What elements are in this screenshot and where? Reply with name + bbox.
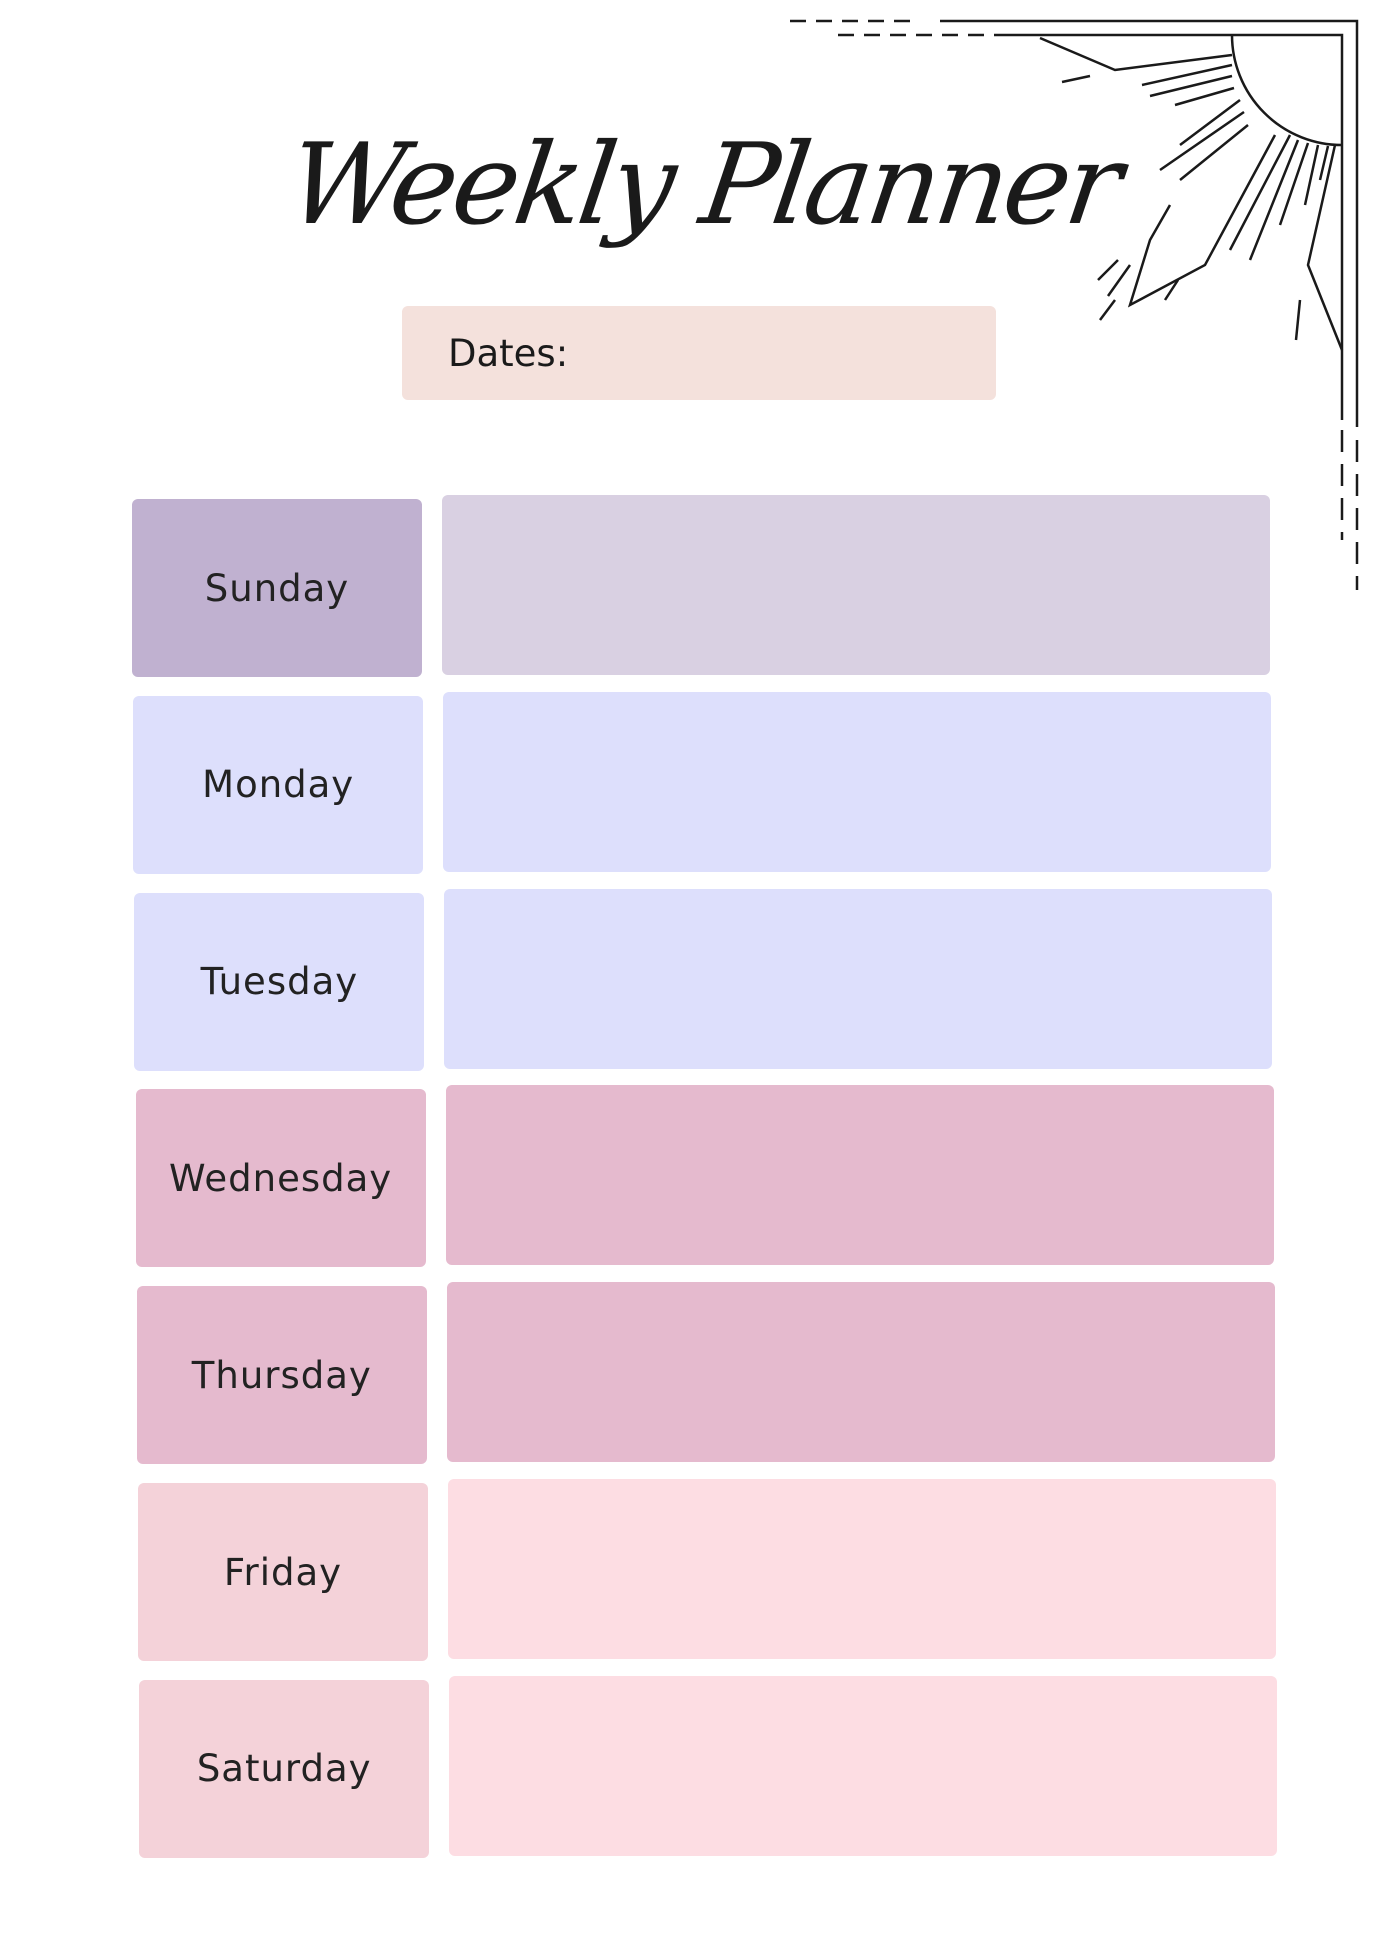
day-row-tuesday: Tuesday	[134, 888, 1274, 1071]
day-notes-box[interactable]	[444, 888, 1273, 1069]
day-row-monday: Monday	[133, 691, 1273, 874]
day-label: Saturday	[139, 1679, 430, 1858]
day-label: Thursday	[136, 1286, 427, 1465]
day-notes-box[interactable]	[443, 691, 1272, 872]
sun-corner-decoration	[790, 19, 1359, 590]
day-row-sunday: Sunday	[132, 495, 1272, 677]
day-label: Sunday	[132, 499, 422, 677]
day-row-thursday: Thursday	[136, 1282, 1277, 1465]
day-notes-box[interactable]	[442, 495, 1270, 675]
dates-field[interactable]: Dates:	[402, 306, 996, 400]
day-row-friday: Friday	[138, 1479, 1278, 1661]
day-label: Tuesday	[134, 892, 425, 1071]
day-label: Friday	[138, 1483, 428, 1661]
day-notes-box[interactable]	[445, 1085, 1274, 1266]
day-notes-box[interactable]	[449, 1675, 1278, 1856]
day-notes-box[interactable]	[448, 1479, 1276, 1659]
dates-label: Dates:	[448, 332, 569, 375]
page-title: Weekly Planner	[280, 120, 1126, 250]
day-row-wednesday: Wednesday	[135, 1085, 1276, 1268]
day-label: Monday	[133, 695, 424, 874]
day-label: Wednesday	[135, 1089, 426, 1268]
day-row-saturday: Saturday	[139, 1675, 1279, 1858]
day-notes-box[interactable]	[446, 1282, 1275, 1463]
